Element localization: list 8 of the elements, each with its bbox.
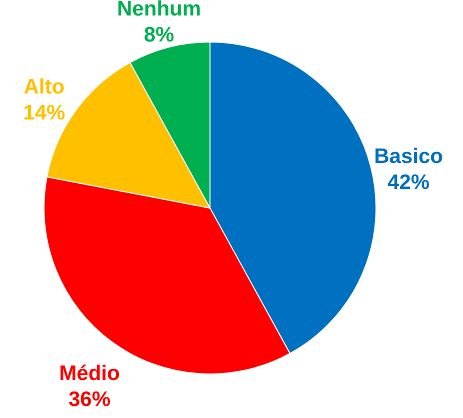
data-label: 14% — [23, 102, 66, 125]
data-label: 8% — [144, 23, 175, 46]
data-label: 36% — [68, 388, 111, 411]
data-label: 42% — [388, 171, 430, 194]
slice-label: Alto — [24, 76, 65, 99]
slice-label: Médio — [59, 362, 120, 385]
slice-label: Basico — [374, 145, 443, 168]
slice-label: Nenhum — [117, 0, 202, 20]
